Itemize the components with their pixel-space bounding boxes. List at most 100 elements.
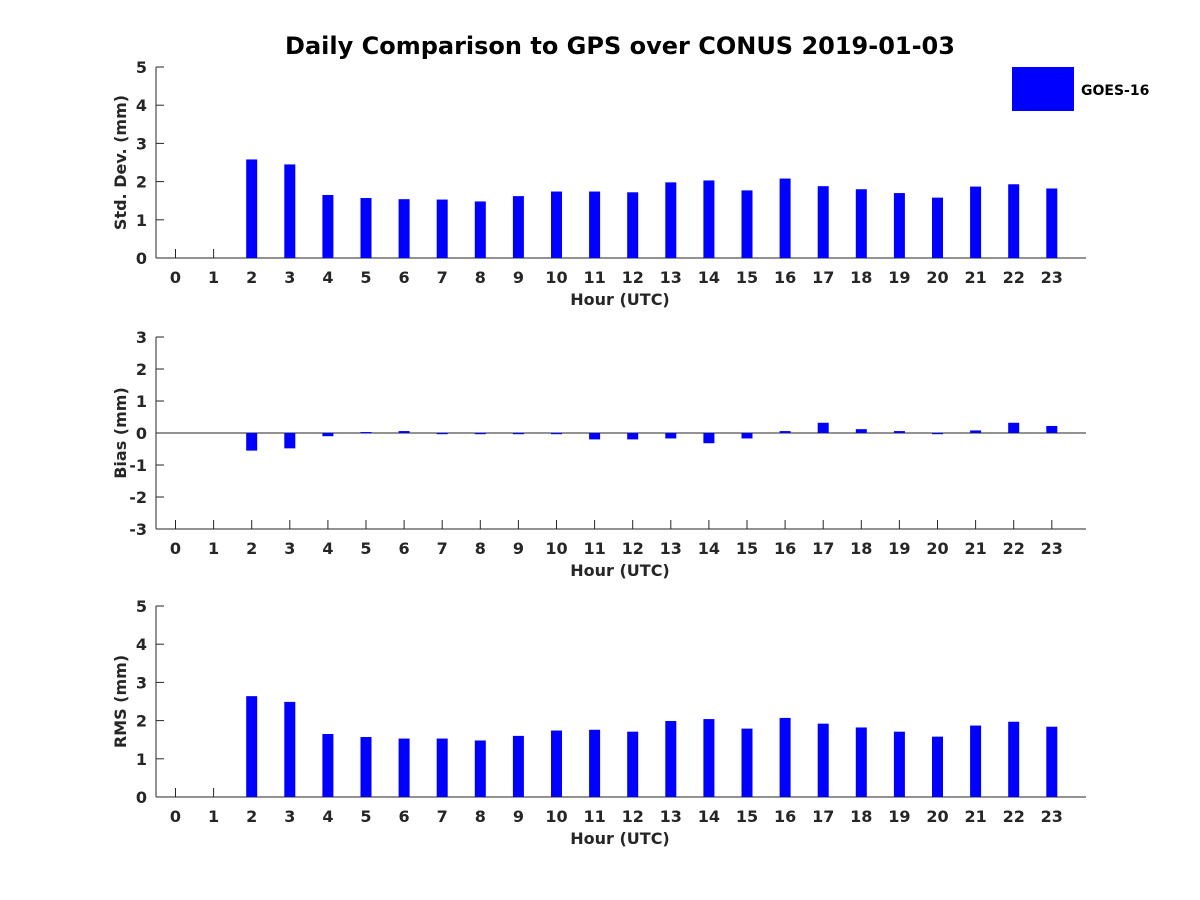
x-tick-label: 20: [926, 807, 948, 826]
bar: [741, 190, 753, 258]
x-tick-label: 13: [660, 539, 682, 558]
y-tick-label: 0: [136, 249, 147, 268]
bar: [627, 433, 639, 440]
bar: [360, 737, 372, 797]
x-tick-label: 5: [360, 807, 371, 826]
x-tick-label: 23: [1041, 268, 1063, 287]
bar: [665, 720, 677, 797]
x-tick-label: 23: [1041, 539, 1063, 558]
bar: [932, 197, 943, 258]
x-tick-label: 4: [322, 539, 333, 558]
y-tick-label: 3: [136, 328, 147, 347]
x-tick-label: 9: [513, 268, 524, 287]
x-tick-label: 21: [964, 807, 986, 826]
x-tick-label: 16: [774, 268, 796, 287]
x-tick-label: 18: [850, 268, 872, 287]
x-tick-label: 7: [437, 539, 448, 558]
x-tick-label: 6: [399, 807, 410, 826]
y-tick-label: 4: [136, 635, 147, 654]
bar: [741, 433, 753, 439]
y-tick-label: 1: [136, 211, 147, 230]
x-tick-label: 21: [964, 268, 986, 287]
bar: [360, 198, 372, 258]
bar: [741, 728, 753, 797]
bar: [322, 194, 334, 258]
bar: [512, 735, 524, 797]
x-tick-label: 22: [1003, 539, 1025, 558]
bar: [512, 433, 524, 435]
bar: [1008, 184, 1020, 258]
y-tick-label: 5: [136, 58, 147, 77]
bar: [246, 696, 258, 797]
x-tick-label: 8: [475, 268, 486, 287]
x-tick-label: 18: [850, 539, 872, 558]
y-tick-label: 3: [136, 134, 147, 153]
legend-swatch: [1012, 67, 1074, 111]
bar: [1008, 422, 1020, 433]
x-tick-label: 3: [284, 807, 295, 826]
x-tick-label: 12: [622, 807, 644, 826]
y-tick-label: 2: [136, 173, 147, 192]
x-tick-label: 11: [583, 268, 605, 287]
bar: [970, 725, 982, 797]
figure-title: Daily Comparison to GPS over CONUS 2019-…: [285, 32, 955, 60]
bar: [398, 431, 410, 433]
bar: [1008, 721, 1020, 797]
bar: [246, 433, 258, 451]
bar: [589, 191, 601, 258]
x-tick-label: 13: [660, 268, 682, 287]
bar: [703, 719, 715, 797]
bar: [1046, 188, 1058, 258]
x-tick-label: 2: [246, 539, 257, 558]
x-tick-label: 21: [964, 539, 986, 558]
x-tick-label: 10: [545, 807, 567, 826]
x-tick-label: 16: [774, 539, 796, 558]
y-axis-title: Std. Dev. (mm): [111, 95, 130, 230]
bar: [665, 433, 677, 439]
x-tick-label: 19: [888, 539, 910, 558]
y-axis-title: Bias (mm): [111, 387, 130, 479]
legend-label: GOES-16: [1081, 83, 1149, 99]
bar: [627, 192, 639, 258]
bar: [779, 178, 791, 258]
x-tick-label: 9: [513, 807, 524, 826]
bar: [817, 422, 829, 433]
x-tick-label: 10: [545, 268, 567, 287]
x-tick-label: 6: [399, 539, 410, 558]
x-tick-label: 23: [1041, 807, 1063, 826]
x-tick-label: 17: [812, 807, 834, 826]
x-tick-label: 0: [170, 807, 181, 826]
x-tick-label: 5: [360, 268, 371, 287]
y-tick-label: -2: [129, 488, 147, 507]
x-tick-label: 11: [583, 539, 605, 558]
x-tick-label: 3: [284, 539, 295, 558]
y-tick-label: 1: [136, 750, 147, 769]
y-tick-label: 1: [136, 392, 147, 411]
y-tick-label: -3: [129, 520, 147, 539]
x-tick-label: 19: [888, 268, 910, 287]
bar: [1046, 425, 1058, 433]
bar: [474, 433, 486, 435]
bar: [284, 433, 296, 449]
y-tick-label: 2: [136, 712, 147, 731]
y-tick-label: 0: [136, 424, 147, 443]
bar: [284, 164, 296, 258]
bar: [398, 738, 410, 797]
bar: [855, 429, 867, 433]
bar: [474, 201, 486, 258]
bar: [551, 191, 562, 258]
x-tick-label: 2: [246, 268, 257, 287]
x-tick-label: 22: [1003, 807, 1025, 826]
bar: [1046, 726, 1058, 797]
x-tick-label: 4: [322, 268, 333, 287]
bar: [893, 731, 905, 797]
x-tick-label: 14: [698, 268, 720, 287]
x-tick-label: 17: [812, 539, 834, 558]
bar: [589, 433, 601, 440]
x-tick-label: 14: [698, 807, 720, 826]
x-tick-label: 1: [208, 807, 219, 826]
bar: [436, 199, 448, 258]
bar: [855, 189, 867, 258]
